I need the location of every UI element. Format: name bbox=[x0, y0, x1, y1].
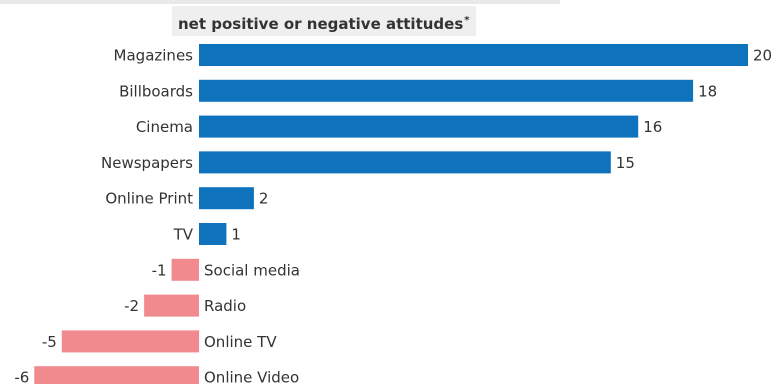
value-label: 18 bbox=[698, 82, 717, 100]
bar-tv bbox=[199, 223, 227, 245]
subtitle-text: net positive or negative attitudes bbox=[178, 15, 464, 33]
value-label: 16 bbox=[643, 118, 662, 136]
value-label: -2 bbox=[124, 297, 139, 315]
bar-online-video bbox=[34, 366, 199, 384]
bar-social-media bbox=[171, 258, 199, 281]
value-label: 1 bbox=[231, 226, 241, 244]
category-label: Online TV bbox=[204, 333, 277, 351]
title-strip bbox=[0, 0, 560, 4]
value-label: -1 bbox=[152, 261, 167, 279]
category-label: Cinema bbox=[136, 118, 193, 136]
category-label: Online Video bbox=[204, 369, 299, 384]
value-label: 15 bbox=[616, 154, 635, 172]
category-label: Radio bbox=[204, 297, 246, 315]
value-label: -6 bbox=[14, 369, 29, 384]
category-label: Newspapers bbox=[101, 154, 193, 172]
subtitle-footnote-mark: * bbox=[464, 15, 470, 26]
bar-newspapers bbox=[199, 151, 611, 174]
value-label: 20 bbox=[753, 47, 772, 65]
value-label: 2 bbox=[259, 190, 269, 208]
category-label: TV bbox=[173, 226, 194, 244]
category-label: Online Print bbox=[105, 190, 193, 208]
bar-billboards bbox=[199, 79, 694, 102]
bar-magazines bbox=[199, 44, 748, 66]
category-label: Magazines bbox=[114, 47, 194, 65]
bar-online-tv bbox=[61, 330, 200, 353]
bar-radio bbox=[144, 294, 199, 317]
bar-cinema bbox=[199, 115, 639, 138]
chart-subtitle: net positive or negative attitudes* bbox=[172, 6, 476, 36]
category-label: Billboards bbox=[119, 82, 193, 100]
category-label: Social media bbox=[204, 261, 300, 279]
bar-online-print bbox=[199, 187, 254, 210]
value-label: -5 bbox=[42, 333, 57, 351]
